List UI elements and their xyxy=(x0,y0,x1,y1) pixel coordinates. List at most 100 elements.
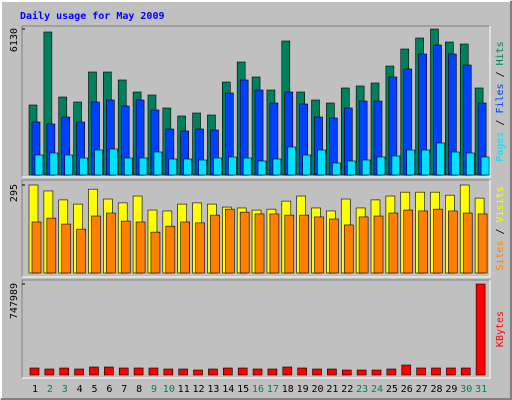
bar xyxy=(74,368,84,376)
bar xyxy=(299,214,309,274)
bar xyxy=(109,148,118,176)
x-tick-label: 14 xyxy=(222,384,234,395)
x-tick-label: 30 xyxy=(460,384,472,395)
legend-entry: Files xyxy=(495,83,506,113)
x-tick-label: 27 xyxy=(416,384,428,395)
bar xyxy=(183,158,192,176)
bar xyxy=(403,209,414,274)
bar xyxy=(480,156,490,176)
bar xyxy=(46,217,57,274)
x-tick-label: 15 xyxy=(237,384,249,395)
bar xyxy=(31,221,42,274)
bar xyxy=(356,369,367,376)
bar xyxy=(150,231,161,274)
legend-separator: / xyxy=(495,65,506,83)
panel-edge-light xyxy=(22,280,491,379)
x-tick-label: 29 xyxy=(445,384,457,395)
bar xyxy=(198,159,207,176)
panel-edge-dark xyxy=(21,279,490,378)
bar xyxy=(386,368,397,376)
legend-entry: Hits xyxy=(495,41,506,65)
x-tick-label: 18 xyxy=(282,384,294,395)
bar xyxy=(284,214,295,274)
bar xyxy=(118,367,129,376)
bar xyxy=(332,162,341,176)
bar xyxy=(239,211,250,274)
bar xyxy=(59,367,70,376)
bar xyxy=(163,368,174,376)
y-tick-label: 747989 xyxy=(9,283,20,319)
bar xyxy=(91,215,101,274)
bar xyxy=(302,154,311,176)
x-tick-label: 1 xyxy=(32,384,38,395)
x-tick-label: 3 xyxy=(62,384,68,395)
bar xyxy=(272,158,282,176)
x-tick-label: 20 xyxy=(312,384,324,395)
bar xyxy=(213,157,222,176)
bar xyxy=(228,156,237,176)
x-tick-label: 19 xyxy=(297,384,309,395)
bar xyxy=(254,213,265,274)
bar xyxy=(123,157,133,176)
bar xyxy=(343,224,354,274)
bar xyxy=(269,213,280,274)
panel-edge-light xyxy=(22,26,491,178)
bar xyxy=(44,368,55,376)
legend: KBytes xyxy=(495,311,506,347)
bar xyxy=(61,223,72,274)
bar xyxy=(237,367,248,376)
bar xyxy=(401,364,412,376)
x-tick-label: 2 xyxy=(47,384,53,395)
bar xyxy=(79,157,88,176)
bar xyxy=(346,160,356,176)
bar xyxy=(371,369,382,376)
bar xyxy=(168,158,178,176)
bar xyxy=(446,367,456,376)
bar xyxy=(287,146,297,176)
bar xyxy=(153,151,163,176)
x-tick-label: 8 xyxy=(136,384,142,395)
bar xyxy=(462,212,473,274)
bar xyxy=(34,154,44,176)
bar xyxy=(138,157,148,176)
bar xyxy=(257,160,267,176)
x-tick-label: 31 xyxy=(475,384,487,395)
bar xyxy=(133,367,144,376)
bar xyxy=(242,157,252,176)
bar xyxy=(475,283,486,376)
legend: Sites / Visits xyxy=(495,186,506,270)
bar xyxy=(210,214,220,274)
bar xyxy=(327,368,337,376)
legend-separator: / xyxy=(495,222,506,240)
x-tick-label: 16 xyxy=(252,384,264,395)
bar xyxy=(329,218,339,274)
chart-title: Daily usage for May 2009 xyxy=(20,10,165,22)
x-tick-label: 24 xyxy=(371,384,383,395)
bar xyxy=(391,155,401,176)
bar xyxy=(433,208,443,274)
bar xyxy=(406,149,416,176)
legend: Pages / Files / Hits xyxy=(495,41,506,161)
panel-edge-light xyxy=(22,180,491,278)
bar xyxy=(314,216,324,274)
x-tick-label: 5 xyxy=(91,384,97,395)
x-tick-label: 6 xyxy=(106,384,112,395)
bar xyxy=(165,225,176,274)
bar xyxy=(135,221,146,274)
bar xyxy=(208,368,218,376)
bar xyxy=(361,159,371,176)
panel-edge-dark xyxy=(21,25,490,177)
bar xyxy=(448,210,458,274)
bar xyxy=(477,213,488,274)
bar xyxy=(341,369,352,376)
bar xyxy=(388,212,399,274)
y-tick-label: 6130 xyxy=(9,28,20,52)
x-tick-label: 23 xyxy=(356,384,368,395)
y-tick-label: 295 xyxy=(9,184,20,202)
x-tick-label: 28 xyxy=(430,384,442,395)
x-tick-label: 7 xyxy=(121,384,127,395)
x-tick-label: 9 xyxy=(151,384,157,395)
legend-entry: Sites xyxy=(495,241,506,271)
